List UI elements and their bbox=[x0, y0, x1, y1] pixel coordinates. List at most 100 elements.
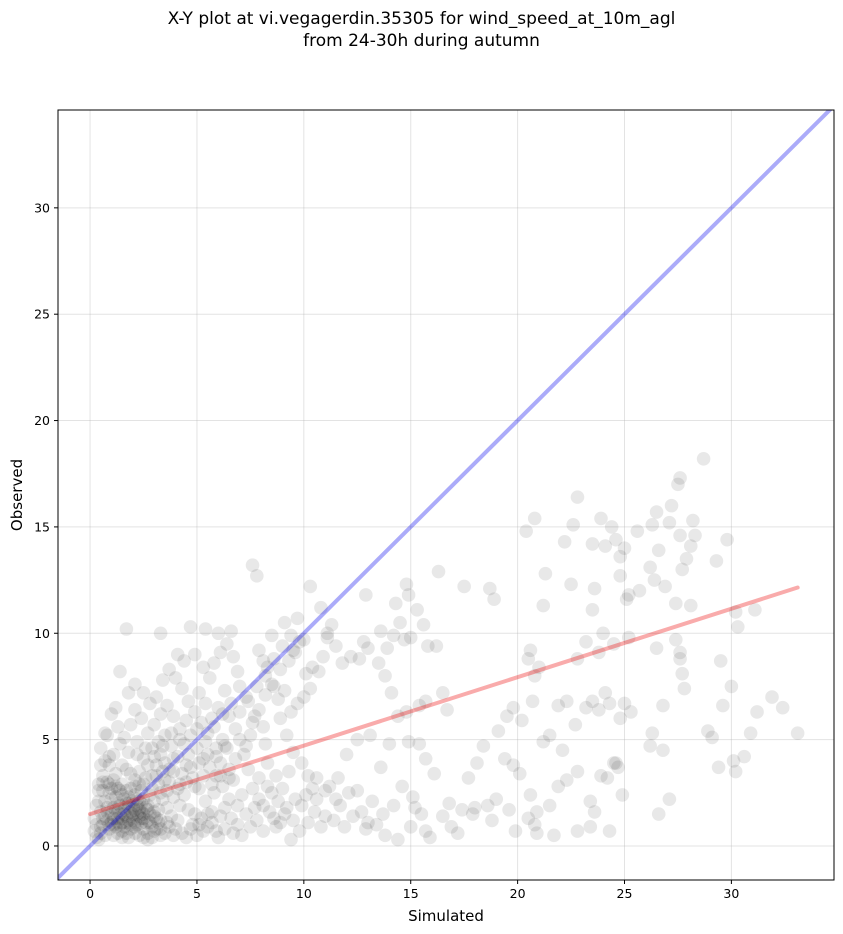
data-point bbox=[149, 822, 164, 836]
data-point bbox=[111, 826, 125, 841]
data-point bbox=[239, 807, 253, 821]
data-point bbox=[111, 811, 125, 826]
data-point bbox=[130, 817, 144, 832]
data-point bbox=[303, 579, 318, 594]
data-point bbox=[123, 822, 138, 836]
y-tick-label: 15 bbox=[34, 519, 50, 534]
data-point bbox=[521, 651, 536, 666]
data-point bbox=[359, 822, 373, 836]
data-point bbox=[119, 762, 134, 777]
data-point bbox=[155, 673, 170, 687]
data-point bbox=[205, 777, 219, 792]
data-point bbox=[134, 711, 149, 726]
data-point bbox=[538, 566, 553, 581]
data-point bbox=[485, 813, 499, 828]
data-point bbox=[252, 792, 266, 806]
data-point bbox=[166, 764, 181, 779]
data-point bbox=[651, 543, 666, 558]
data-point bbox=[373, 760, 388, 775]
data-point bbox=[194, 811, 209, 826]
data-point bbox=[91, 832, 106, 847]
data-point bbox=[136, 792, 151, 806]
data-point bbox=[440, 703, 454, 717]
data-point bbox=[188, 807, 202, 821]
data-point bbox=[570, 824, 585, 838]
data-point bbox=[136, 811, 151, 826]
data-point bbox=[743, 726, 758, 741]
data-point bbox=[215, 732, 230, 747]
data-point bbox=[207, 720, 221, 734]
data-point bbox=[230, 798, 245, 813]
data-point bbox=[168, 671, 183, 685]
data-point bbox=[121, 745, 136, 760]
data-point bbox=[679, 552, 694, 566]
data-point bbox=[527, 669, 542, 683]
data-point bbox=[316, 649, 330, 664]
data-point bbox=[106, 773, 121, 787]
data-point bbox=[226, 773, 241, 787]
data-point bbox=[173, 722, 187, 736]
data-point bbox=[147, 749, 161, 764]
data-point bbox=[502, 803, 516, 817]
data-point bbox=[166, 709, 181, 724]
data-point bbox=[158, 728, 172, 743]
data-point bbox=[592, 645, 606, 660]
data-point bbox=[93, 805, 108, 819]
data-point bbox=[647, 573, 662, 587]
data-point bbox=[138, 771, 153, 785]
data-point bbox=[557, 534, 572, 549]
y-tick-label: 30 bbox=[34, 200, 50, 215]
data-point bbox=[515, 713, 529, 728]
data-point bbox=[596, 626, 610, 641]
data-point bbox=[675, 562, 690, 577]
data-point bbox=[188, 779, 202, 794]
data-point bbox=[136, 751, 151, 766]
data-point bbox=[527, 511, 542, 526]
data-point bbox=[115, 830, 129, 845]
data-point bbox=[607, 637, 621, 651]
data-point bbox=[286, 643, 300, 658]
data-point bbox=[140, 798, 155, 813]
data-point bbox=[243, 728, 258, 743]
data-point bbox=[222, 792, 236, 806]
data-point bbox=[536, 734, 551, 749]
data-point bbox=[232, 732, 247, 747]
data-point bbox=[158, 773, 172, 787]
data-point bbox=[106, 828, 121, 843]
data-point bbox=[720, 532, 734, 547]
data-point bbox=[224, 624, 238, 638]
data-point bbox=[136, 822, 151, 836]
data-point bbox=[168, 822, 183, 836]
data-point bbox=[128, 779, 142, 794]
data-point bbox=[155, 739, 170, 753]
data-point bbox=[226, 649, 241, 664]
data-point bbox=[93, 826, 108, 841]
data-point bbox=[100, 728, 114, 743]
data-point bbox=[273, 815, 288, 830]
data-point bbox=[89, 830, 104, 845]
x-tick-label: 15 bbox=[403, 886, 419, 901]
data-point bbox=[412, 698, 427, 713]
data-point bbox=[108, 766, 123, 781]
data-point bbox=[102, 785, 117, 800]
data-point bbox=[119, 809, 134, 823]
data-point bbox=[123, 717, 138, 732]
data-point bbox=[403, 630, 418, 645]
data-point bbox=[173, 777, 187, 792]
data-point bbox=[232, 679, 247, 694]
data-point bbox=[318, 783, 333, 798]
data-point bbox=[613, 569, 628, 583]
data-point bbox=[160, 815, 174, 830]
data-point bbox=[399, 705, 414, 719]
data-point bbox=[525, 694, 540, 709]
data-point bbox=[98, 726, 112, 741]
y-tick-label: 5 bbox=[42, 732, 50, 747]
data-point bbox=[716, 698, 730, 713]
data-point bbox=[418, 694, 433, 709]
y-tick-label: 0 bbox=[42, 838, 50, 853]
data-point bbox=[643, 739, 657, 753]
data-point bbox=[547, 828, 561, 843]
data-point bbox=[143, 815, 157, 830]
data-point bbox=[222, 709, 236, 724]
data-point bbox=[247, 709, 262, 724]
